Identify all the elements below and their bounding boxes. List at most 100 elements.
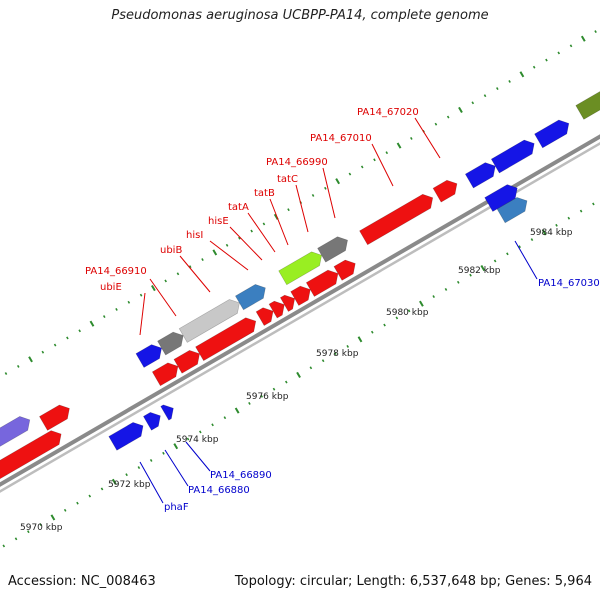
scale-label: 5976 kbp	[246, 392, 289, 402]
scale-tick-lower	[321, 359, 325, 363]
scale-tick-upper	[410, 137, 413, 140]
scale-tick-upper	[4, 372, 8, 375]
scale-tick-upper	[335, 178, 341, 185]
gene-arrow	[290, 285, 311, 306]
scale-tick-lower	[419, 300, 424, 307]
scale-tick-upper	[151, 284, 156, 292]
scale-tick-lower	[493, 259, 497, 263]
gene-leader-line	[229, 226, 263, 261]
gene-arrow	[255, 307, 274, 326]
scale-tick-upper	[446, 115, 450, 119]
scale-tick-lower	[272, 387, 276, 391]
gene-arrow	[108, 422, 144, 451]
scale-tick-upper	[580, 35, 586, 42]
scale-tick-lower	[357, 336, 363, 343]
scale-tick-lower	[407, 309, 411, 313]
scale-tick-upper	[16, 364, 20, 368]
scale-tick-lower	[211, 423, 214, 427]
scale-tick-lower	[248, 401, 251, 405]
scale-tick-upper	[102, 315, 106, 318]
scale-tick-lower	[432, 295, 435, 299]
scale-tick-lower	[480, 264, 486, 272]
gene-label: ubiB	[160, 245, 182, 256]
gene-leader-line	[247, 212, 276, 253]
scale-tick-upper	[385, 151, 389, 155]
scale-tick-upper	[483, 94, 487, 98]
gene-arrow	[195, 317, 257, 362]
gene-leader-line	[371, 143, 394, 187]
scale-tick-upper	[396, 142, 402, 149]
scale-tick-lower	[334, 352, 337, 356]
scale-tick-lower	[296, 371, 301, 379]
gene-arrow	[317, 236, 348, 263]
scale-tick-upper	[348, 172, 352, 176]
gene-label: PA14_66880	[188, 485, 250, 496]
gene-arrow	[464, 162, 496, 189]
gene-arrow	[268, 300, 285, 319]
gene-label: ubiE	[100, 282, 122, 293]
scale-tick-upper	[250, 229, 253, 233]
scale-tick-lower	[284, 380, 288, 384]
scale-tick-upper	[238, 236, 241, 240]
accession-label: Accession: NC_008463	[8, 574, 156, 589]
gene-leader-line	[322, 167, 336, 219]
scale-tick-upper	[66, 336, 69, 340]
gene-leader-line	[185, 441, 211, 472]
map-title: Pseudomonas aeruginosa UCBPP-PA14, compl…	[111, 8, 489, 23]
scale-label: 5974 kbp	[176, 435, 219, 445]
gene-label: PA14_67010	[310, 133, 372, 144]
gene-leader-line	[139, 461, 164, 504]
gene-arrow	[173, 350, 200, 374]
gene-arrow	[432, 179, 458, 203]
gene-label: tatB	[254, 188, 275, 199]
scale-label: 5970 kbp	[20, 523, 63, 533]
scale-tick-lower	[50, 514, 56, 521]
scale-tick-lower	[63, 508, 67, 512]
scale-tick-lower	[186, 437, 190, 441]
scale-tick-lower	[555, 223, 558, 227]
gene-leader-line	[139, 292, 146, 336]
scale-tick-lower	[530, 238, 534, 242]
scale-tick-upper	[569, 44, 573, 48]
gene-arrow	[235, 284, 266, 311]
scale-tick-lower	[395, 316, 399, 320]
gene-label: PA14_66990	[266, 157, 328, 168]
scale-tick-upper	[360, 165, 364, 169]
scale-tick-upper	[458, 106, 463, 114]
scale-tick-upper	[225, 243, 229, 247]
scale-tick-lower	[76, 501, 79, 505]
scale-tick-upper	[176, 272, 180, 276]
scale-tick-upper	[127, 300, 131, 304]
scale-tick-upper	[41, 350, 45, 354]
scale-tick-lower	[541, 229, 547, 236]
scale-tick-lower	[199, 430, 202, 434]
gene-arrow	[39, 404, 70, 431]
gene-label: hisI	[186, 230, 203, 241]
scale-tick-upper	[139, 293, 143, 297]
scale-tick-upper	[287, 208, 290, 212]
gene-label: hisE	[208, 216, 229, 227]
gene-arrow	[0, 430, 62, 480]
scale-tick-upper	[311, 194, 315, 197]
scale-tick-lower	[27, 530, 30, 534]
scale-tick-lower	[309, 366, 313, 370]
gene-arrow	[157, 331, 184, 356]
gene-arrow	[490, 139, 535, 174]
gene-leader-line	[164, 449, 189, 487]
scale-tick-lower	[370, 330, 374, 334]
gene-label: tatC	[277, 174, 298, 185]
scale-tick-upper	[471, 101, 475, 105]
gene-leader-line	[179, 255, 211, 293]
scale-tick-lower	[234, 407, 240, 414]
gene-arrow	[279, 294, 296, 312]
scale-tick-lower	[444, 288, 448, 291]
scale-tick-lower	[88, 494, 92, 498]
scale-label: 5978 kbp	[316, 349, 359, 359]
scale-tick-upper	[89, 320, 95, 327]
gene-arrow	[484, 184, 518, 212]
scale-tick-lower	[506, 252, 509, 256]
scale-tick-upper	[594, 30, 597, 34]
scale-tick-lower	[173, 443, 179, 450]
